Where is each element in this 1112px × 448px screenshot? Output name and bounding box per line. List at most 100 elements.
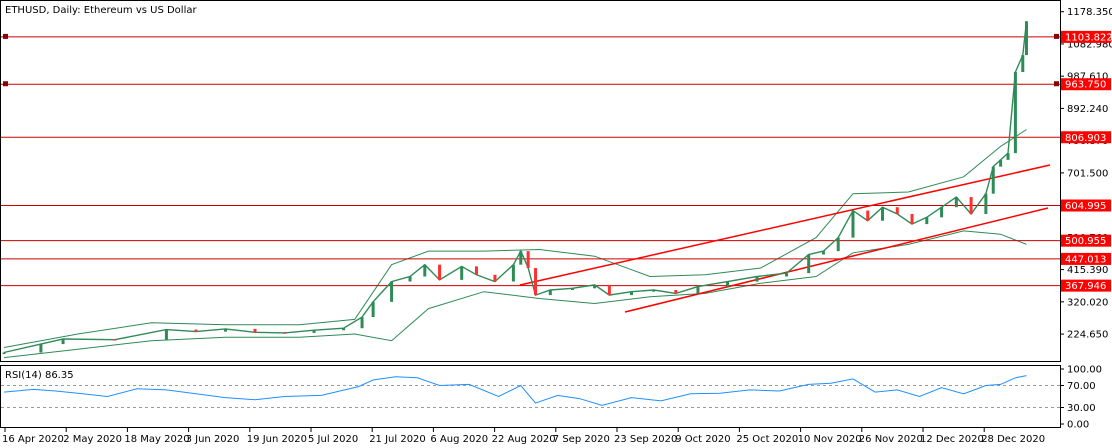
level-price-tag (1061, 279, 1111, 292)
price-tick-label: 1082.980 (1067, 39, 1112, 50)
time-tick-label: 2 May 2020 (63, 434, 122, 445)
time-tick-label: 25 Oct 2020 (736, 434, 798, 445)
price-candle (969, 197, 973, 214)
price-candle (526, 251, 530, 269)
time-tick-label: 18 May 2020 (124, 434, 189, 445)
price-candle (925, 217, 929, 225)
price-tick-label: 1178.350 (1067, 7, 1112, 18)
time-tick-label: 16 Apr 2020 (2, 434, 64, 445)
price-candle (593, 284, 597, 289)
price-tick-label: 701.500 (1067, 168, 1108, 179)
level-handle[interactable] (3, 33, 8, 39)
price-tick-label: 224.650 (1067, 330, 1108, 341)
price-candle (807, 254, 811, 274)
price-candle (607, 284, 611, 296)
price-tick-label: 987.610 (1067, 72, 1108, 83)
price-candle (223, 328, 227, 332)
level-price-tag (1061, 131, 1111, 144)
price-candle (360, 317, 364, 329)
time-tick-label: 22 Aug 2020 (492, 434, 556, 445)
level-price-label: 367.946 (1065, 281, 1106, 292)
price-candle (984, 193, 988, 214)
time-tick-label: 12 Dec 2020 (920, 434, 984, 445)
price-candle (164, 329, 168, 340)
price-candle (474, 266, 478, 275)
price-candle (39, 344, 43, 353)
price-candle (821, 251, 825, 255)
price-candle (519, 251, 523, 265)
price-candle (2, 352, 6, 355)
price-candle (534, 268, 538, 296)
level-price-label: 447.013 (1065, 254, 1106, 265)
price-candle (194, 329, 198, 332)
rsi-series (3, 375, 1027, 406)
level-price-tag (1061, 199, 1111, 212)
time-tick-label: 10 Nov 2020 (798, 434, 862, 445)
price-candle (61, 339, 65, 345)
price-pane-frame (0, 0, 1061, 362)
price-candle (253, 328, 257, 333)
level-handle[interactable] (3, 81, 8, 87)
price-candle (1006, 153, 1010, 160)
level-price-label: 500.955 (1065, 236, 1106, 247)
price-candle (423, 264, 427, 277)
time-tick-label: 23 Sep 2020 (614, 434, 677, 445)
level-handle[interactable] (1054, 81, 1059, 87)
rsi-tick-label: 70.00 (1067, 381, 1096, 392)
price-candle (548, 290, 552, 296)
level-price-tag (1061, 78, 1111, 91)
price-candle (954, 197, 958, 208)
bollinger-upper-line (3, 129, 1027, 348)
price-candle (1021, 55, 1025, 72)
price-candle (851, 210, 855, 238)
price-candle (1013, 71, 1017, 154)
price-candle (866, 210, 870, 221)
lower-trendline[interactable] (624, 207, 1049, 313)
price-candle (881, 207, 885, 221)
price-candle (570, 288, 574, 291)
upper-trendline[interactable] (519, 164, 1051, 286)
price-candle (630, 291, 634, 296)
time-tick-label: 21 Jul 2020 (369, 434, 426, 445)
trendlines[interactable] (519, 164, 1051, 313)
price-candle (940, 207, 944, 218)
price-series (2, 21, 1028, 355)
level-price-label: 963.750 (1065, 80, 1106, 91)
price-candle (999, 159, 1003, 167)
price-candle (895, 207, 899, 214)
price-candle (755, 276, 759, 282)
price-candle (312, 330, 316, 333)
price-candle (674, 290, 678, 294)
horizontal-levels[interactable]: 1103.822 963.750 806.903 604.995 500.955 447.… (1, 30, 1112, 292)
rsi-axis: 100.00 70.00 30.00 0.00 (1, 365, 1102, 431)
price-tick-label: 892.240 (1067, 104, 1108, 115)
price-candle (371, 301, 375, 318)
price-candle (910, 213, 914, 225)
time-tick-label: 19 Jun 2020 (247, 434, 307, 445)
time-tick-label: 26 Nov 2020 (859, 434, 923, 445)
price-candle (283, 332, 287, 334)
level-price-tag (1061, 30, 1111, 43)
price-candle (836, 237, 840, 252)
level-price-label: 806.903 (1065, 133, 1106, 144)
time-tick-label: 7 Sep 2020 (553, 434, 610, 445)
bollinger-lower-line (3, 230, 1027, 359)
rsi-tick-label: 30.00 (1067, 403, 1096, 414)
price-candle (113, 339, 117, 341)
price-candle (991, 166, 995, 194)
rsi-tick-label: 0.00 (1067, 420, 1089, 431)
price-candle (511, 264, 515, 282)
level-handle[interactable] (1054, 33, 1059, 39)
chart-title: ETHUSD, Daily: Ethereum vs US Dollar (5, 5, 197, 16)
bollinger-bands (3, 129, 1027, 359)
price-candle (408, 276, 412, 282)
price-candle (390, 281, 394, 302)
price-tick-label: 415.390 (1067, 265, 1108, 276)
level-price-label: 1103.822 (1065, 32, 1112, 43)
price-candle (438, 264, 442, 280)
price-candle (785, 273, 789, 277)
time-tick-label: 28 Dec 2020 (981, 434, 1045, 445)
price-line (3, 21, 1028, 354)
